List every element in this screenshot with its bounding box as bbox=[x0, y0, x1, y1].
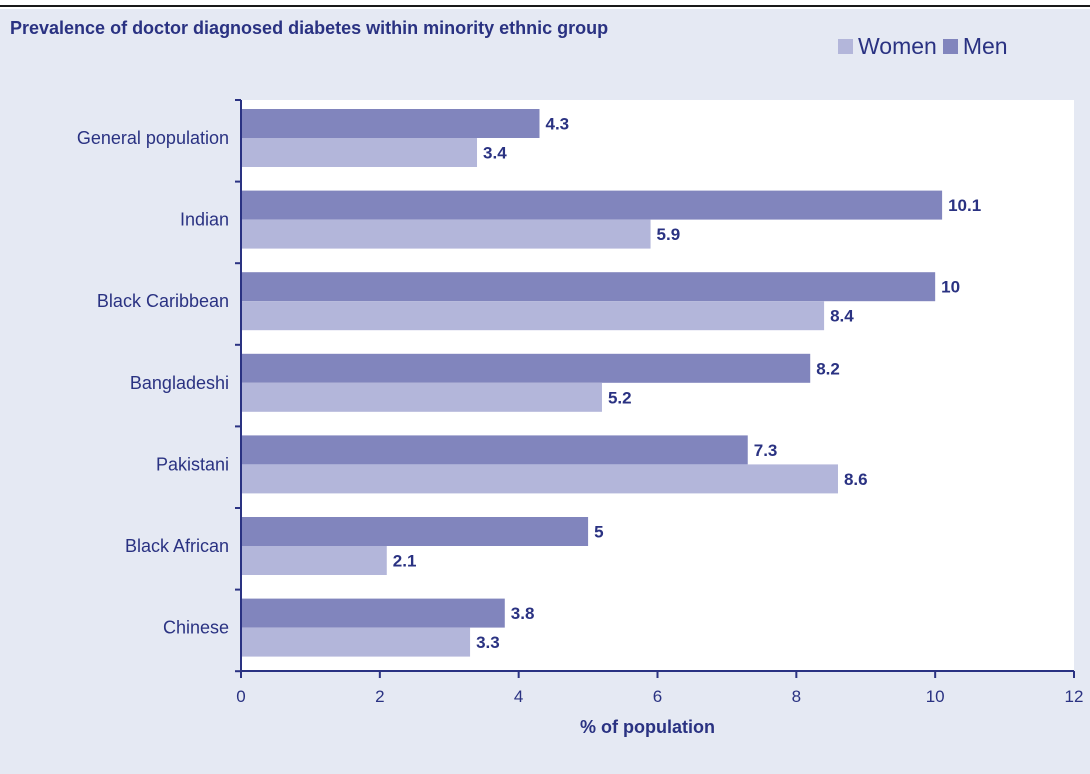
category-label: Pakistani bbox=[156, 454, 229, 474]
legend-swatch-men bbox=[942, 39, 958, 54]
bar-women bbox=[241, 382, 602, 412]
bar-women bbox=[241, 627, 471, 657]
data-label-men: 4.3 bbox=[545, 115, 569, 134]
category-label: Black Caribbean bbox=[97, 291, 229, 311]
data-label-women: 3.3 bbox=[476, 633, 500, 652]
legend-swatch-women bbox=[838, 39, 853, 54]
data-label-men: 3.8 bbox=[511, 604, 535, 623]
bar-women bbox=[241, 546, 387, 575]
bar-women bbox=[241, 138, 478, 167]
category-label: Chinese bbox=[163, 618, 229, 638]
legend-label-men: Men bbox=[962, 33, 1008, 59]
category-label: General population bbox=[77, 128, 229, 148]
bar-men bbox=[241, 190, 943, 220]
top-rule bbox=[0, 5, 1090, 7]
category-label: Bangladeshi bbox=[130, 373, 229, 393]
category-label: Black African bbox=[125, 536, 229, 556]
data-label-men: 8.2 bbox=[816, 359, 840, 378]
data-label-women: 5.9 bbox=[657, 225, 681, 244]
bar-men bbox=[241, 272, 936, 302]
bar-women bbox=[241, 301, 825, 331]
x-tick-label: 2 bbox=[375, 687, 384, 706]
chart-title: Prevalence of doctor diagnosed diabetes … bbox=[10, 18, 609, 38]
data-label-women: 2.1 bbox=[393, 552, 417, 571]
bar-men bbox=[241, 517, 589, 546]
data-label-men: 5 bbox=[594, 523, 603, 542]
x-axis-title: % of population bbox=[580, 717, 715, 737]
x-tick-label: 12 bbox=[1065, 687, 1084, 706]
data-label-women: 8.6 bbox=[844, 470, 868, 489]
data-label-men: 10.1 bbox=[948, 196, 981, 215]
data-label-women: 8.4 bbox=[830, 307, 854, 326]
x-tick-label: 10 bbox=[926, 687, 945, 706]
data-label-men: 10 bbox=[941, 278, 960, 297]
bar-men bbox=[241, 353, 811, 383]
x-tick-label: 8 bbox=[792, 687, 801, 706]
bar-men bbox=[241, 435, 748, 465]
bar-men bbox=[241, 109, 540, 138]
data-label-women: 3.4 bbox=[483, 144, 507, 163]
legend-label-women: Women bbox=[858, 33, 937, 59]
x-tick-label: 4 bbox=[514, 687, 523, 706]
bar-women bbox=[241, 219, 651, 249]
data-label-women: 5.2 bbox=[608, 388, 632, 407]
data-label-men: 7.3 bbox=[754, 441, 778, 460]
bar-men bbox=[241, 598, 505, 628]
x-tick-label: 0 bbox=[236, 687, 245, 706]
category-label: Indian bbox=[180, 210, 229, 230]
legend-item-women: Women bbox=[838, 33, 937, 60]
legend-item-men: Men bbox=[942, 33, 1008, 60]
legend: Women Men bbox=[838, 33, 1014, 60]
bar-women bbox=[241, 464, 838, 494]
x-tick-label: 6 bbox=[653, 687, 662, 706]
